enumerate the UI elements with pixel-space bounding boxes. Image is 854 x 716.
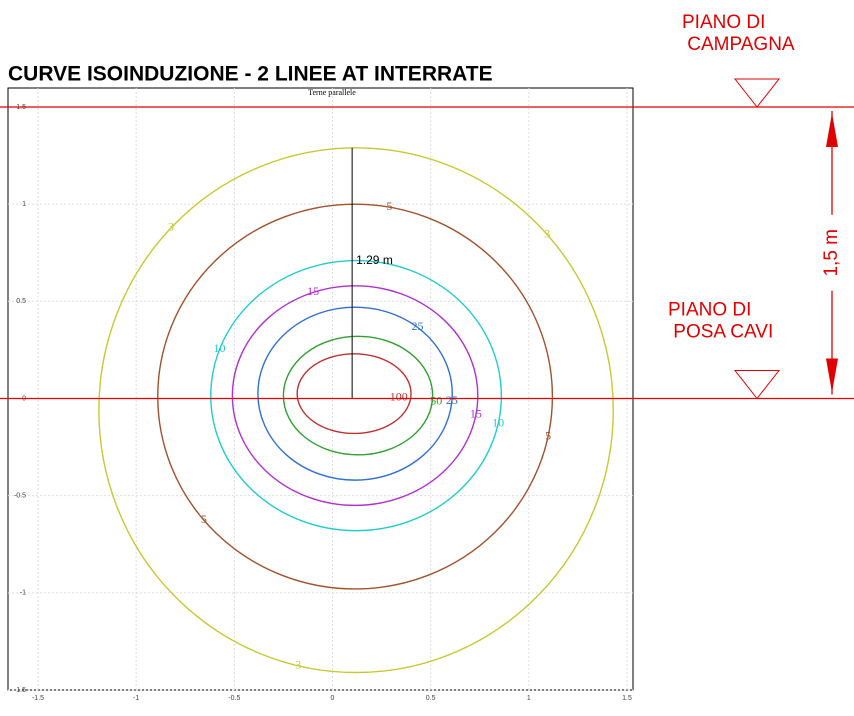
- contour-label: 10: [492, 415, 504, 429]
- plot-frame: [7, 87, 634, 691]
- x-tick-label: 1: [527, 695, 531, 702]
- contour-line: [157, 203, 554, 590]
- contour-label: 3: [544, 226, 550, 240]
- level-marker: [733, 78, 781, 108]
- x-tick-label: 0.5: [426, 695, 436, 702]
- contour-line: [231, 285, 479, 507]
- y-tick-label: 1: [22, 201, 26, 208]
- contour-label: 100: [390, 390, 408, 404]
- y-tick-label: -0.5: [14, 493, 26, 500]
- contour-line: [282, 335, 434, 456]
- contour-line: [257, 306, 453, 481]
- contour-label: 15: [470, 406, 482, 420]
- dimension-label: 1,5 m: [821, 229, 842, 277]
- contour-label: 5: [386, 199, 392, 213]
- contour-line: [210, 259, 503, 532]
- y-tick-label: -1.5: [14, 687, 26, 694]
- annotation: PIANO DI POSA CAVI: [668, 300, 773, 343]
- x-tick-label: -1.5: [32, 695, 44, 702]
- contour-label: 5: [545, 428, 551, 442]
- level-marker: [733, 370, 781, 400]
- contour-label: 25: [446, 393, 458, 407]
- contour-label: 3: [295, 658, 301, 672]
- x-tick-label: 0: [331, 695, 335, 702]
- marker-label: 1.29 m: [356, 253, 393, 267]
- contour-label: 3: [168, 220, 174, 234]
- contour-label: 25: [412, 319, 424, 333]
- contour-line: [296, 353, 412, 435]
- chart-title: CURVE ISOINDUZIONE - 2 LINEE AT INTERRAT…: [8, 63, 493, 86]
- x-tick-label: 1.5: [622, 695, 632, 702]
- arrow-head: [826, 113, 838, 147]
- annotation: PIANO DI CAMPAGNA: [682, 12, 795, 55]
- contour-line: [98, 147, 614, 674]
- contour-label: 10: [214, 341, 226, 355]
- y-tick-label: 0.5: [16, 298, 26, 305]
- x-tick-label: -0.5: [228, 695, 240, 702]
- arrow-head: [826, 358, 838, 393]
- contour-label: 5: [201, 512, 207, 526]
- contour-label: 15: [307, 284, 319, 298]
- y-tick-label: -1: [20, 590, 26, 597]
- label-bg: [818, 214, 846, 291]
- x-tick-label: -1: [133, 695, 139, 702]
- contour-label: 50: [430, 394, 442, 408]
